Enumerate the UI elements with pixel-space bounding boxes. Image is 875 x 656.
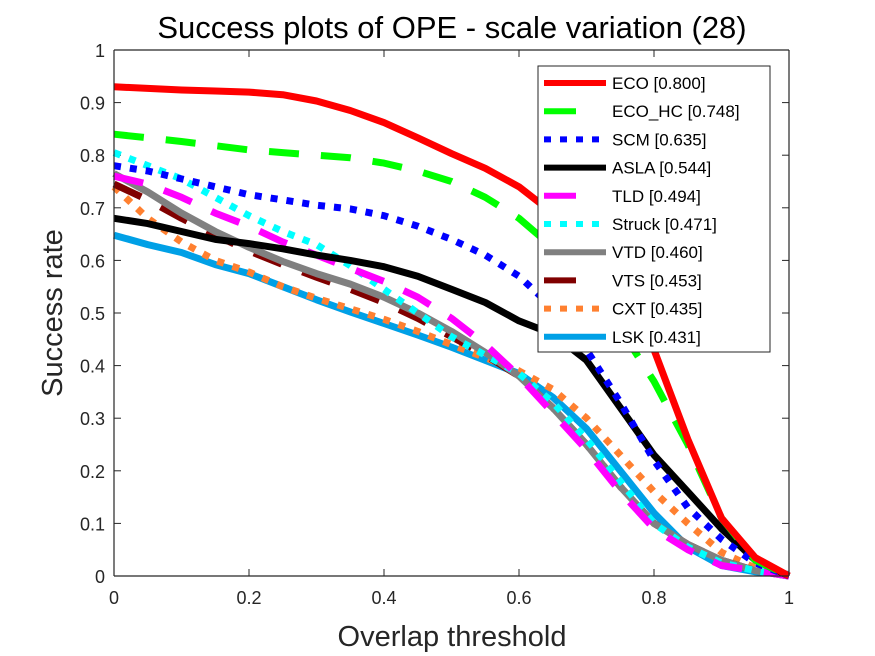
legend-label-scm: SCM [0.635] <box>612 130 707 149</box>
series-line-asla <box>113 214 791 580</box>
chart-title: Success plots of OPE - scale variation (… <box>157 10 746 45</box>
legend-box <box>537 65 771 353</box>
series-line-cxt <box>111 184 790 580</box>
y-tick-label: 1 <box>95 41 105 61</box>
y-tick-label: 0.1 <box>80 514 105 534</box>
y-tick-label: 0.7 <box>80 199 105 219</box>
y-axis-label: Success rate <box>37 229 69 397</box>
x-tick-label: 0.6 <box>506 588 531 608</box>
y-tick-label: 0.8 <box>80 146 105 166</box>
y-tick-label: 0 <box>95 567 105 587</box>
legend-label-struck: Struck [0.471] <box>612 215 717 234</box>
legend-label-vtd: VTD [0.460] <box>612 243 703 262</box>
y-tick-label: 0.3 <box>80 409 105 429</box>
legend-label-eco-hc: ECO_HC [0.748] <box>612 102 740 121</box>
y-tick-label: 0.2 <box>80 462 105 482</box>
legend-label-lsk: LSK [0.431] <box>612 328 701 347</box>
curves <box>111 83 791 580</box>
x-tick-label: 0.4 <box>371 588 396 608</box>
series-line-eco <box>113 83 791 580</box>
legend-label-cxt: CXT [0.435] <box>612 300 702 319</box>
x-tick-label: 0.2 <box>236 588 261 608</box>
series-line-eco-hc <box>113 130 791 580</box>
legend: ECO [0.800] ECO_HC [0.748] SCM [0.635] ASLA… <box>537 65 771 353</box>
axis-ticks: 0 0.2 0.4 0.6 0.8 1 0 0.1 0.2 0.3 0.4 0.5 0.6 0.7 0.8 0… <box>80 41 794 608</box>
y-tick-label: 0.5 <box>80 304 105 324</box>
y-tick-label: 0.9 <box>80 94 105 114</box>
x-tick-label: 1 <box>784 588 794 608</box>
y-tick-label: 0.4 <box>80 357 105 377</box>
legend-label-tld: TLD [0.494] <box>612 187 701 206</box>
y-tick-label: 0.6 <box>80 251 105 271</box>
legend-label-vts: VTS [0.453] <box>612 271 702 290</box>
legend-label-eco: ECO [0.800] <box>612 74 706 93</box>
x-tick-label: 0.8 <box>641 588 666 608</box>
x-tick-label: 0 <box>109 588 119 608</box>
series-line-scm <box>113 162 791 580</box>
x-axis-label: Overlap threshold <box>338 621 567 653</box>
series-line-tld <box>113 172 790 580</box>
legend-label-asla: ASLA [0.544] <box>612 159 711 178</box>
